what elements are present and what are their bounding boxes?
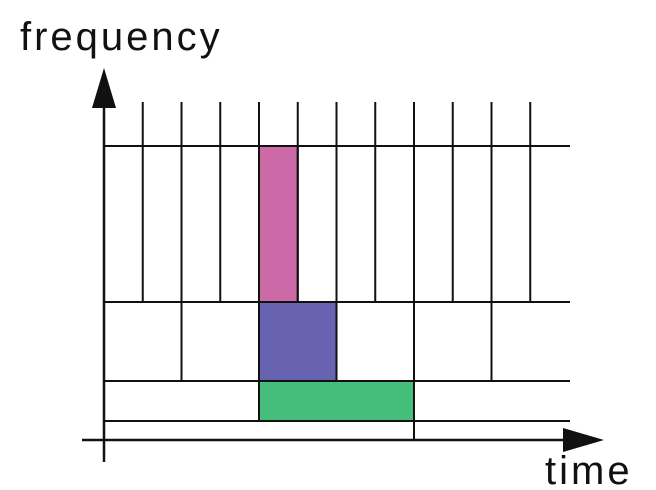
highlighted-cells <box>259 146 414 421</box>
axes <box>82 68 604 462</box>
x-axis-arrowhead <box>563 428 604 452</box>
highlighted-cell-2 <box>259 302 337 381</box>
highlighted-cell-3 <box>259 381 414 421</box>
highlighted-cell-outline-3 <box>258 380 415 422</box>
y-axis-label: frequency <box>20 15 223 59</box>
y-axis-arrowhead <box>92 68 116 108</box>
x-axis-label: time <box>545 449 633 490</box>
highlighted-cell-1 <box>259 146 298 302</box>
tiling-grid <box>104 102 570 440</box>
